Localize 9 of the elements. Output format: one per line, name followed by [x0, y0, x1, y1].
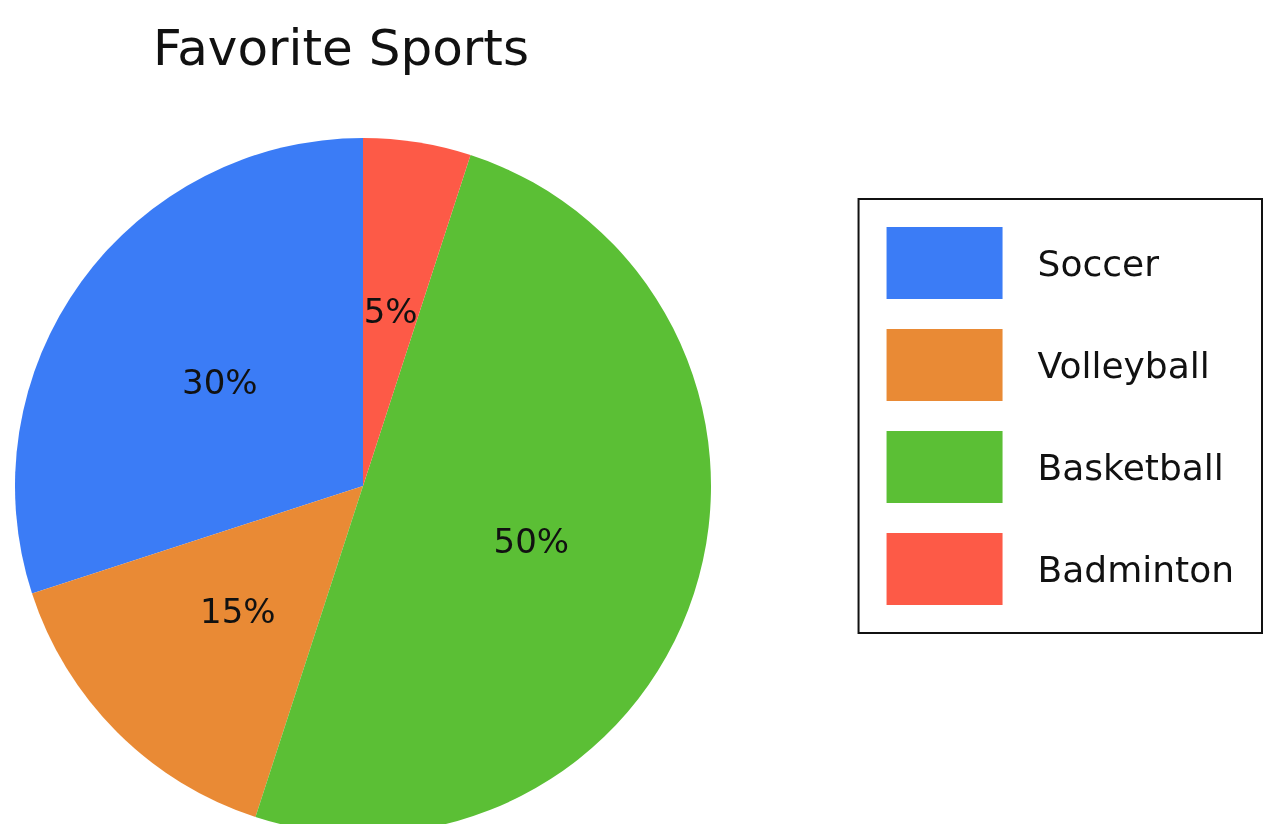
data-label: 30% [182, 361, 258, 402]
data-label: 5% [363, 291, 418, 332]
legend-label: Volleyball [1037, 344, 1210, 386]
data-label: 15% [200, 591, 276, 632]
chart-title: Favorite Sports [153, 19, 529, 77]
data-label: 50% [493, 520, 570, 561]
legend-label: Basketball [1037, 446, 1224, 488]
legend-label: Soccer [1037, 242, 1160, 284]
legend-label: Badminton [1037, 548, 1234, 590]
